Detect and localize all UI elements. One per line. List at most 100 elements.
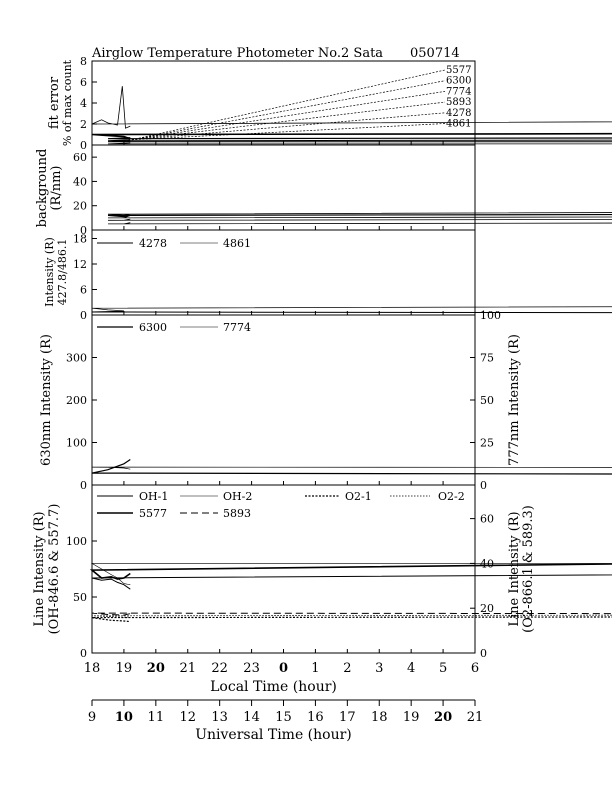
- y-tick-label: 6: [80, 284, 87, 297]
- ut-tick-label: 16: [307, 710, 324, 725]
- y2-label-777nm: 777nm Intensity (R): [507, 334, 522, 466]
- legend-label-4861: 4861: [446, 119, 471, 130]
- y-tick-label: 2: [80, 118, 87, 131]
- y2-tick-label: 75: [480, 352, 494, 365]
- y-tick-label: 0: [80, 309, 87, 322]
- legend-label-4278: 4278: [446, 108, 471, 119]
- intensity-line-4861: [91, 306, 612, 312]
- ut-tick-label: 17: [339, 710, 356, 725]
- local-time-tick-label: 21: [179, 661, 196, 676]
- y-tick-label: 300: [66, 352, 87, 365]
- local-time-tick-label: 19: [116, 661, 133, 676]
- local-time-tick-label: 23: [243, 661, 260, 676]
- ut-tick-label: 20: [434, 710, 452, 725]
- legend-label-4861: 4861: [223, 237, 251, 250]
- y-label-intensity-lines: 427.8/486.1: [56, 239, 69, 306]
- legend-label-oh2: OH-2: [223, 490, 252, 503]
- y2-tick-label: 50: [480, 394, 494, 407]
- x-label-universal-time: Universal Time (hour): [195, 727, 352, 743]
- local-time-tick-label: 5: [439, 661, 447, 676]
- legend-label-5577: 5577: [139, 507, 167, 520]
- background-line: [107, 215, 612, 219]
- legend-label-o22: O2-2: [438, 490, 465, 503]
- y-tick-label: 0: [80, 647, 87, 660]
- intensity-line-4278: [91, 310, 612, 314]
- legend-label-oh1: OH-1: [139, 490, 168, 503]
- legend-label-7774: 7774: [223, 321, 251, 334]
- legend-label-6300: 6300: [446, 76, 471, 87]
- background-line: [107, 222, 612, 225]
- plot-area: 0246802040600612180100200300025507510005…: [32, 55, 612, 743]
- legend-label-5893: 5893: [446, 97, 471, 108]
- ut-tick-label: 19: [403, 710, 420, 725]
- fit-error-line-7774: [107, 137, 612, 140]
- legend-label-6300: 6300: [139, 321, 167, 334]
- y-tick-label: 8: [80, 55, 87, 68]
- y-label-intensity: Intensity (R): [43, 237, 56, 307]
- fit-error-line-6300: [91, 86, 612, 129]
- y-tick-label: 50: [73, 591, 87, 604]
- background-line: [107, 218, 612, 221]
- y-tick-label: 4: [80, 97, 87, 110]
- line-intensity-5577: [89, 563, 612, 580]
- ut-tick-label: 18: [371, 710, 388, 725]
- y-tick-label: 200: [66, 394, 87, 407]
- legend-label-5893: 5893: [223, 507, 251, 520]
- y-tick-label: 40: [73, 175, 87, 188]
- y2-label-line-intensity: Line Intensity (R): [507, 511, 522, 626]
- local-time-tick-label: 0: [279, 661, 288, 676]
- y-tick-label: 100: [66, 535, 87, 548]
- y2-tick-label: 20: [480, 602, 494, 615]
- fit-error-line-5577: [91, 132, 612, 140]
- legend-label-o21: O2-1: [345, 490, 372, 503]
- legend-leader: [131, 91, 446, 141]
- y-tick-label: 6: [80, 76, 87, 89]
- line-intensity-OH-2: [90, 563, 612, 585]
- y-tick-label: 100: [66, 437, 87, 450]
- ut-tick-label: 10: [115, 710, 133, 725]
- line-intensity-5893: [91, 612, 612, 616]
- ut-tick-label: 14: [243, 710, 260, 725]
- legend-leader: [131, 80, 446, 141]
- fit-error-line-4861: [107, 142, 612, 145]
- y2-label-line-intensity-o2: (O2-866.1 & 589.3): [521, 505, 536, 633]
- local-time-tick-label: 3: [375, 661, 383, 676]
- intensity-line-6300: [91, 459, 612, 475]
- local-time-tick-label: 20: [147, 661, 165, 676]
- y2-tick-label: 25: [480, 437, 494, 450]
- y-label-fit-error-unit: % of max count: [61, 59, 74, 146]
- y-tick-label: 20: [73, 200, 87, 213]
- ut-tick-label: 9: [88, 710, 96, 725]
- x-label-local-time: Local Time (hour): [210, 679, 337, 695]
- y-tick-label: 0: [80, 224, 87, 237]
- y2-tick-label: 100: [480, 309, 501, 322]
- legend-leader: [131, 123, 446, 141]
- fit-error-line-5893: [107, 139, 612, 142]
- background-line: [107, 213, 612, 218]
- y-label-fit-error: fit error: [47, 76, 62, 129]
- y-label-background-unit: (R/nm): [49, 165, 64, 210]
- y2-tick-label: 60: [480, 513, 494, 526]
- legend-leader: [131, 69, 446, 141]
- y-tick-label: 60: [73, 151, 87, 164]
- local-time-tick-label: 22: [211, 661, 228, 676]
- y-tick-label: 18: [73, 233, 87, 246]
- y-label-630nm: 630nm Intensity (R): [39, 334, 54, 466]
- panel-frame-4: [91, 314, 476, 486]
- fit-error-line-4278: [107, 140, 612, 143]
- ut-tick-label: 21: [467, 710, 484, 725]
- y-label-line-intensity-oh: (OH-846.6 & 557.7): [47, 504, 62, 635]
- y2-tick-label: 40: [480, 557, 494, 570]
- local-time-tick-label: 18: [84, 661, 101, 676]
- line-intensity-O2-2: [91, 614, 612, 618]
- legend-label-5577: 5577: [446, 65, 471, 76]
- ut-tick-label: 11: [148, 710, 165, 725]
- local-time-tick-label: 6: [471, 661, 479, 676]
- panel-frame-1: [91, 60, 476, 146]
- y-tick-label: 0: [80, 479, 87, 492]
- ut-tick-label: 12: [179, 710, 196, 725]
- local-time-tick-label: 4: [407, 661, 415, 676]
- intensity-line-7774: [91, 466, 612, 470]
- legend-label-7774: 7774: [446, 86, 471, 97]
